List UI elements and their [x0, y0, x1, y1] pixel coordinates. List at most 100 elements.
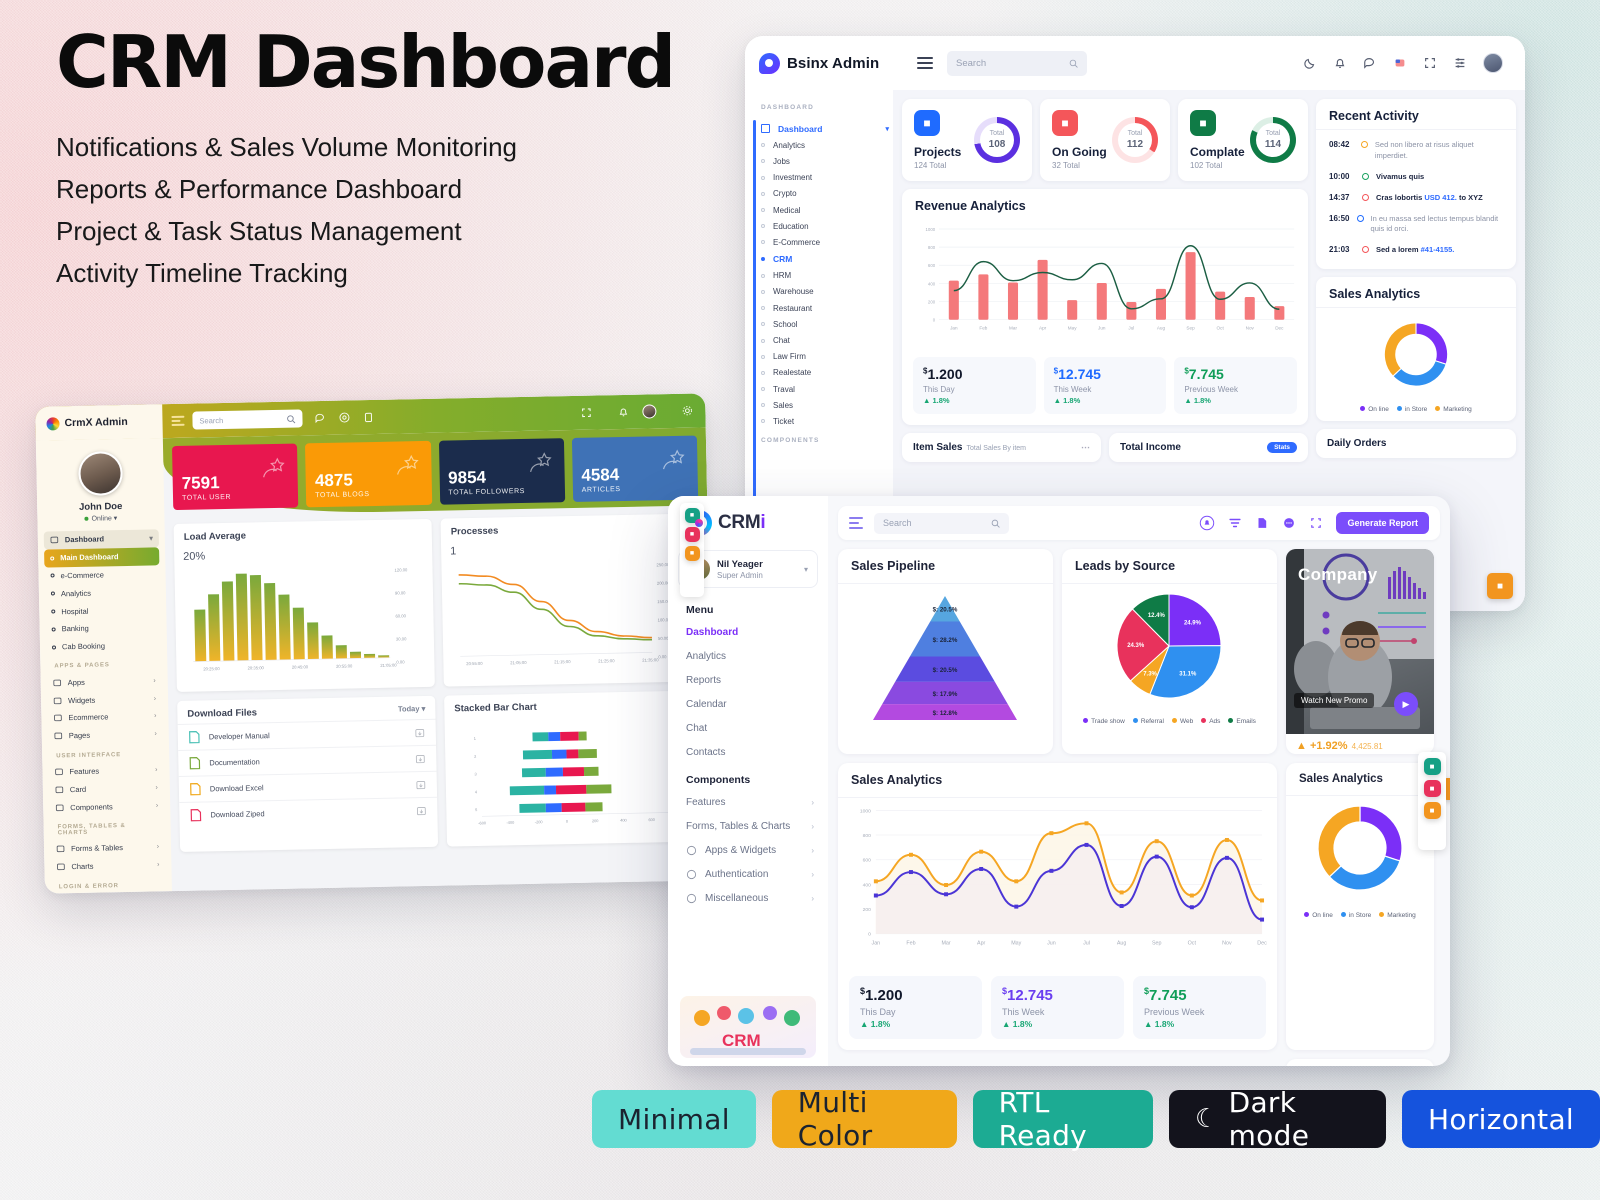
sidebar-item-analytics[interactable]: Analytics	[757, 137, 893, 153]
notification-bell-icon[interactable]	[1199, 515, 1215, 531]
sidebar-item-reports[interactable]: Reports	[668, 668, 828, 692]
sidebar-item-dashboard[interactable]: Dashboard ▾	[757, 120, 893, 137]
flag-icon[interactable]	[1393, 56, 1407, 70]
sidebar-item-crypto[interactable]: Crypto	[757, 186, 893, 202]
activity-link[interactable]: USD 412.	[1424, 192, 1457, 202]
sidebar-item-miscellaneous[interactable]: Miscellaneous ›	[668, 886, 828, 910]
chat-icon[interactable]	[314, 412, 326, 424]
bsinx-search-input[interactable]: Search	[947, 50, 1087, 76]
badge-minimal[interactable]: Minimal	[592, 1090, 756, 1148]
download-icon[interactable]	[416, 780, 426, 790]
sidebar-item-calendar[interactable]: Calendar	[668, 692, 828, 716]
money-icon[interactable]: ■	[1423, 758, 1441, 775]
bsinx-logo[interactable]: Bsinx Admin	[759, 52, 909, 74]
sidebar-item-school[interactable]: School	[757, 316, 893, 332]
sidebar-item-analytics[interactable]: Analytics	[45, 583, 160, 603]
moon-icon[interactable]	[1303, 56, 1317, 70]
download-file-row[interactable]: Developer Manual	[177, 718, 437, 750]
sidebar-item-e-commerce[interactable]: E-Commerce	[757, 234, 893, 250]
gear-icon[interactable]	[681, 405, 693, 417]
sidebar-item-components[interactable]: Components ›	[49, 796, 164, 816]
sidebar-item-analytics[interactable]: Analytics	[668, 644, 828, 668]
download-file-row[interactable]: Documentation	[178, 744, 437, 776]
sidebar-item-apps-widgets[interactable]: Apps & Widgets ›	[668, 838, 828, 862]
download-icon[interactable]	[416, 806, 426, 816]
sidebar-item-chat[interactable]: Chat	[668, 716, 828, 740]
sidebar-item-apps[interactable]: Apps ›	[47, 672, 162, 692]
badge-horizontal[interactable]: Horizontal	[1402, 1090, 1600, 1148]
fullscreen-icon[interactable]	[1309, 516, 1323, 530]
sidebar-item-warehouse[interactable]: Warehouse	[757, 284, 893, 300]
bsinx-menu-toggle-icon[interactable]	[917, 54, 933, 72]
sidebar-item-main-dashboard[interactable]: Main Dashboard	[44, 547, 160, 568]
sidebar-item-traval[interactable]: Traval	[757, 381, 893, 397]
sidebar-item-authentication[interactable]: Authentication ›	[668, 862, 828, 886]
settings-sliders-icon[interactable]	[1453, 56, 1467, 70]
crmx-logo[interactable]: CrmX Admin	[35, 404, 163, 441]
sidebar-item-card[interactable]: Card ›	[49, 779, 164, 799]
sidebar-item-forms-tables-charts[interactable]: Forms, Tables & Charts ›	[668, 814, 828, 838]
sidebar-item-forms-tables[interactable]: Forms & Tables ›	[50, 838, 165, 858]
download-icon[interactable]	[415, 754, 425, 764]
image-icon[interactable]: ■	[684, 527, 700, 542]
sidebar-item-sales[interactable]: Sales	[757, 397, 893, 413]
badge-rtl-ready[interactable]: RTL Ready	[972, 1086, 1153, 1152]
badge-multi-color[interactable]: Multi Color	[771, 1086, 957, 1152]
download-file-row[interactable]: Download Excel	[178, 770, 438, 802]
badge-dark-mode[interactable]: ☾ Dark mode	[1169, 1086, 1387, 1152]
at-mention-icon[interactable]	[338, 411, 350, 423]
sidebar-item-crm[interactable]: CRM	[757, 251, 893, 268]
download-file-row[interactable]: Download Ziped	[179, 796, 438, 828]
sidebar-item-features[interactable]: Features ›	[48, 761, 163, 781]
more-options-icon[interactable]: ⋯	[1081, 442, 1090, 452]
fullscreen-icon[interactable]	[580, 407, 592, 419]
filter-icon[interactable]	[1228, 516, 1242, 530]
sidebar-item-widgets[interactable]: Widgets ›	[47, 690, 162, 710]
bsinx-user-avatar[interactable]	[1483, 53, 1503, 73]
sidebar-item-chat[interactable]: Chat	[757, 332, 893, 348]
sidebar-item-realestate[interactable]: Realestate	[757, 365, 893, 381]
avatar[interactable]	[77, 451, 123, 496]
crmx-menu-toggle-icon[interactable]	[171, 413, 185, 429]
sidebar-item-pages[interactable]: Pages ›	[48, 725, 163, 745]
sidebar-item-ticket[interactable]: Ticket	[757, 413, 893, 429]
chat-bubble-icon[interactable]	[1282, 516, 1296, 530]
file-icon[interactable]	[1255, 516, 1269, 530]
image-icon[interactable]: ■	[1423, 780, 1441, 797]
sidebar-item-cab-booking[interactable]: Cab Booking	[46, 636, 161, 656]
sidebar-item-ecommerce[interactable]: Ecommerce ›	[47, 707, 162, 727]
bell-icon[interactable]	[617, 406, 629, 418]
sidebar-item-features[interactable]: Features ›	[668, 790, 828, 814]
sidebar-item-dashboard[interactable]: Dashboard	[668, 620, 828, 644]
fullscreen-icon[interactable]	[1423, 56, 1437, 70]
crmi-float-chat-icon[interactable]: ■	[1442, 778, 1450, 800]
sidebar-item-e-commerce[interactable]: e-Commerce	[44, 565, 159, 585]
clipboard-icon[interactable]	[362, 411, 374, 423]
sidebar-item-banking[interactable]: Banking	[45, 618, 160, 638]
sidebar-item-contacts[interactable]: Contacts	[668, 740, 828, 764]
sidebar-item-investment[interactable]: Investment	[757, 170, 893, 186]
crmi-search-input[interactable]: Search	[874, 512, 1009, 534]
activity-link[interactable]: #41-4155.	[1420, 245, 1455, 255]
play-icon[interactable]: ▶	[1394, 692, 1418, 716]
chat-icon[interactable]: ■	[684, 546, 700, 561]
chat-icon[interactable]: ■	[1423, 802, 1441, 819]
generate-report-button[interactable]: Generate Report	[1336, 512, 1429, 534]
crmx-user-avatar[interactable]	[642, 404, 657, 419]
sidebar-item-dashboard[interactable]: Dashboard ▾	[43, 529, 160, 550]
crmx-search-input[interactable]: Search	[192, 409, 303, 430]
sidebar-item-charts[interactable]: Charts ›	[50, 856, 165, 876]
sidebar-item-jobs[interactable]: Jobs	[757, 153, 893, 169]
sidebar-item-law-firm[interactable]: Law Firm	[757, 349, 893, 365]
chat-icon[interactable]	[1363, 56, 1377, 70]
bsinx-float-chat-icon[interactable]: ■	[1487, 573, 1513, 599]
download-icon[interactable]	[415, 728, 425, 738]
sidebar-item-medical[interactable]: Medical	[757, 202, 893, 218]
sidebar-item-hrm[interactable]: HRM	[757, 268, 893, 284]
crmx-download-filter[interactable]: Today ▾	[397, 704, 426, 714]
sidebar-item-restaurant[interactable]: Restaurant	[757, 300, 893, 316]
sidebar-item-education[interactable]: Education	[757, 218, 893, 234]
crmi-menu-toggle-icon[interactable]	[849, 514, 863, 532]
sidebar-item-hospital[interactable]: Hospital	[45, 600, 160, 620]
crmx-user-status[interactable]: Online ▾	[37, 513, 164, 524]
